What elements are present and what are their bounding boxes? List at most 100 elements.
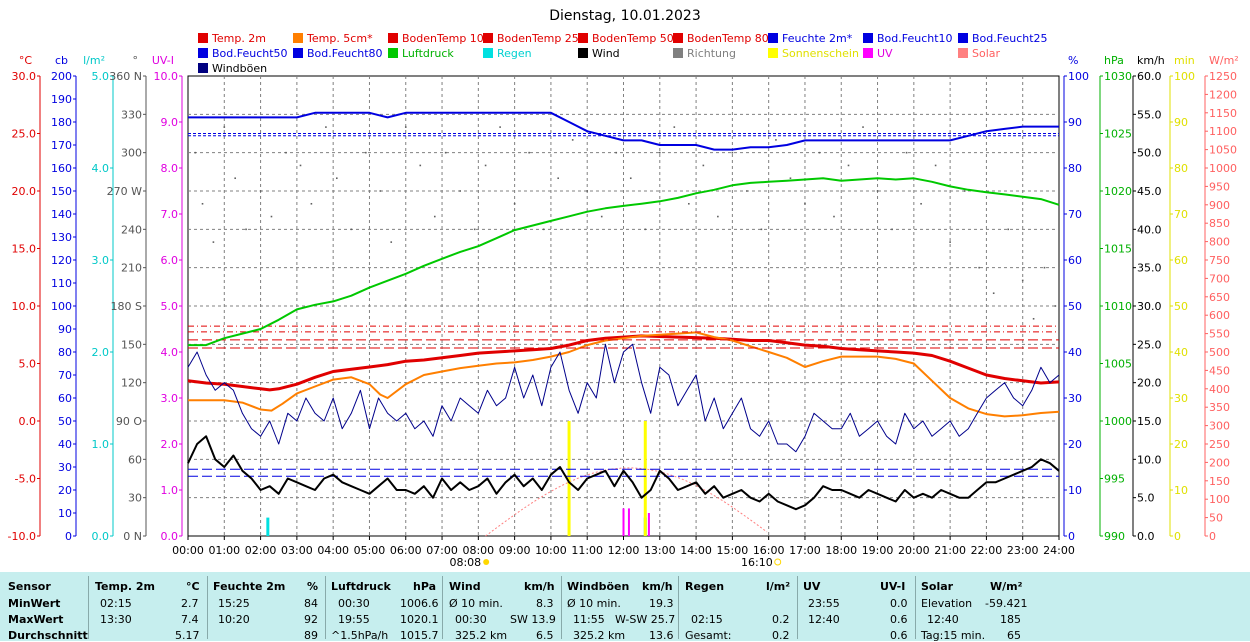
wind-direction-point <box>600 215 603 218</box>
wind-direction-point <box>615 151 618 154</box>
legend-swatch <box>673 33 683 43</box>
uv-max: 0.6 <box>890 613 908 626</box>
axis-unit-left: UV-I <box>152 54 174 67</box>
axis-tick-label-right: 40.0 <box>1137 223 1162 236</box>
wind-direction-point <box>804 202 806 205</box>
axis-tick-label-left: 90 O <box>116 415 142 428</box>
axis-tick-label-right: 80 <box>1068 162 1082 175</box>
axis-tick-label-right: 100 <box>1068 70 1089 83</box>
axis-tick-label-left: 70 <box>58 369 72 382</box>
wind-direction-point <box>234 177 236 180</box>
wind-direction-point <box>513 202 516 205</box>
x-axis-tick-label: 00:00 <box>172 544 204 557</box>
x-axis-tick-label: 17:00 <box>789 544 821 557</box>
axis-tick-label-left: 2.0 <box>161 438 179 451</box>
wind-direction-point <box>1007 228 1009 231</box>
column-divider <box>442 576 443 639</box>
legend-swatch <box>863 33 873 43</box>
wind-direction-point <box>245 228 247 231</box>
axis-tick-label-right: 0 <box>1174 530 1181 543</box>
wind-direction-point <box>760 228 763 231</box>
gusts-min-label: Ø 10 min. <box>567 597 621 610</box>
x-axis-tick-label: 18:00 <box>825 544 857 557</box>
series-line <box>188 177 1060 347</box>
wind-direction-point <box>365 151 367 154</box>
axis-tick-label-right: 300 <box>1209 420 1230 433</box>
header-wind: Wind <box>449 580 481 593</box>
header-solar-unit: W/m² <box>990 580 1023 593</box>
wind-direction-point <box>433 215 436 218</box>
axis-tick-label-left: 1.0 <box>161 484 179 497</box>
axis-tick-label-right: 70 <box>1174 208 1188 221</box>
axis-tick-label-left: 200 <box>51 70 72 83</box>
temp-min: 2.7 <box>181 597 199 610</box>
axis-tick-label-right: 60 <box>1068 254 1082 267</box>
wind-direction-point <box>571 139 574 141</box>
wind-max-time: 00:30 <box>455 613 487 626</box>
axis-tick-label-left: 25.0 <box>12 128 37 141</box>
column-divider <box>325 576 326 639</box>
axis-tick-label-right: 90 <box>1068 116 1082 129</box>
axis-tick-label-left: 150 <box>51 185 72 198</box>
axis-unit-right: hPa <box>1104 54 1124 67</box>
axis-tick-label-right: 0.0 <box>1137 530 1155 543</box>
axis-tick-label-left: 5.0 <box>92 70 110 83</box>
legend-label: BodenTemp 10 <box>402 32 484 45</box>
axis-tick-label-left: 170 <box>51 139 72 152</box>
wind-direction-point <box>775 139 777 141</box>
column-divider <box>207 576 208 639</box>
gusts-max: W-SW 25.7 <box>615 613 676 626</box>
axis-tick-label-right: 1150 <box>1209 107 1237 120</box>
header-rain: Regen <box>685 580 725 593</box>
rain-total-label: Gesamt: <box>685 629 732 642</box>
row-label-avg: Durchschnitt <box>8 629 88 642</box>
axis-tick-label-left: 5.0 <box>161 300 179 313</box>
solar-max-time: 12:40 <box>927 613 959 626</box>
wind-direction-point <box>325 126 327 128</box>
legend-swatch <box>863 48 873 58</box>
legend-label: Temp. 5cm* <box>306 32 373 45</box>
axis-tick-label-left: 2.0 <box>92 346 110 359</box>
humidity-max: 92 <box>304 613 318 626</box>
sunrise-icon <box>483 559 490 565</box>
axis-tick-label-left: 10 <box>58 507 72 520</box>
axis-tick-label-left: 10.0 <box>154 70 179 83</box>
wind-direction-point <box>833 215 835 218</box>
axis-tick-label-left: 120 <box>121 377 142 390</box>
header-wind-unit: km/h <box>524 580 555 593</box>
wind-direction-point <box>473 228 476 231</box>
axis-tick-label-left: 20 <box>58 484 72 497</box>
wind-direction-point <box>658 151 661 154</box>
legend-swatch <box>198 33 208 43</box>
legend-swatch <box>958 48 968 58</box>
humidity-min: 84 <box>304 597 318 610</box>
axis-tick-label-right: 40 <box>1068 346 1082 359</box>
wind-direction-point <box>484 164 487 167</box>
legend-swatch <box>198 48 208 58</box>
temp-min-time: 02:15 <box>100 597 132 610</box>
axis-tick-label-left: 7.0 <box>161 208 179 221</box>
axis-tick-label-right: 100 <box>1174 70 1195 83</box>
wind-direction-point <box>390 241 393 243</box>
axes: °C 30.0 25.0 20.0 15.0 10.0 5.0 0.0 -5.0 -10.0 cb 2… <box>8 54 1239 543</box>
chart-marks <box>187 111 1060 537</box>
x-axis-tick-label: 23:00 <box>1007 544 1039 557</box>
x-axis-tick-label: 02:00 <box>245 544 277 557</box>
axis-tick-label-left: 20.0 <box>12 185 37 198</box>
wind-direction-point <box>557 177 559 180</box>
wind-direction-point <box>350 228 353 231</box>
axis-tick-label-right: 850 <box>1209 217 1230 230</box>
wind-direction-point <box>528 151 530 154</box>
axis-tick-label-left: 0 <box>65 530 72 543</box>
header-temp: Temp. 2m <box>95 580 155 593</box>
axis-tick-label-left: 160 <box>51 162 72 175</box>
x-axis-tick-label: 06:00 <box>390 544 422 557</box>
axis-tick-label-right: 10.0 <box>1137 453 1162 466</box>
axis-tick-label-left: 4.0 <box>161 346 179 359</box>
legend-label: Windböen <box>212 62 267 75</box>
x-axis-tick-label: 16:00 <box>753 544 785 557</box>
axis-tick-label-right: 55.0 <box>1137 108 1162 121</box>
wind-min-label: Ø 10 min. <box>449 597 503 610</box>
wind-direction-point <box>746 190 748 192</box>
header-gusts-unit: km/h <box>642 580 673 593</box>
